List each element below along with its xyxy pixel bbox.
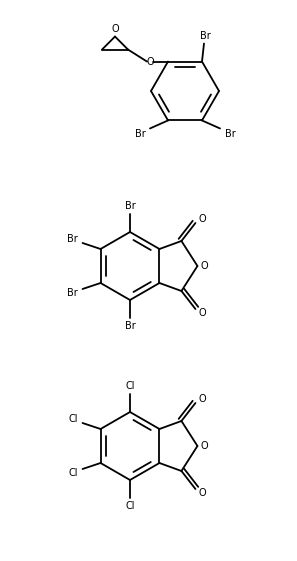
Text: O: O xyxy=(199,394,206,404)
Text: Cl: Cl xyxy=(69,468,78,478)
Text: O: O xyxy=(201,261,208,271)
Text: O: O xyxy=(199,214,206,224)
Text: Br: Br xyxy=(67,234,78,244)
Text: Br: Br xyxy=(125,321,135,331)
Text: Br: Br xyxy=(200,30,210,40)
Text: Br: Br xyxy=(125,201,135,211)
Text: O: O xyxy=(111,24,119,34)
Text: Br: Br xyxy=(135,130,145,140)
Text: Br: Br xyxy=(225,130,236,140)
Text: O: O xyxy=(146,57,154,67)
Text: O: O xyxy=(201,441,208,451)
Text: O: O xyxy=(199,488,206,498)
Text: Cl: Cl xyxy=(125,381,135,391)
Text: Cl: Cl xyxy=(69,414,78,424)
Text: Cl: Cl xyxy=(125,501,135,511)
Text: O: O xyxy=(199,308,206,318)
Text: Br: Br xyxy=(67,288,78,298)
